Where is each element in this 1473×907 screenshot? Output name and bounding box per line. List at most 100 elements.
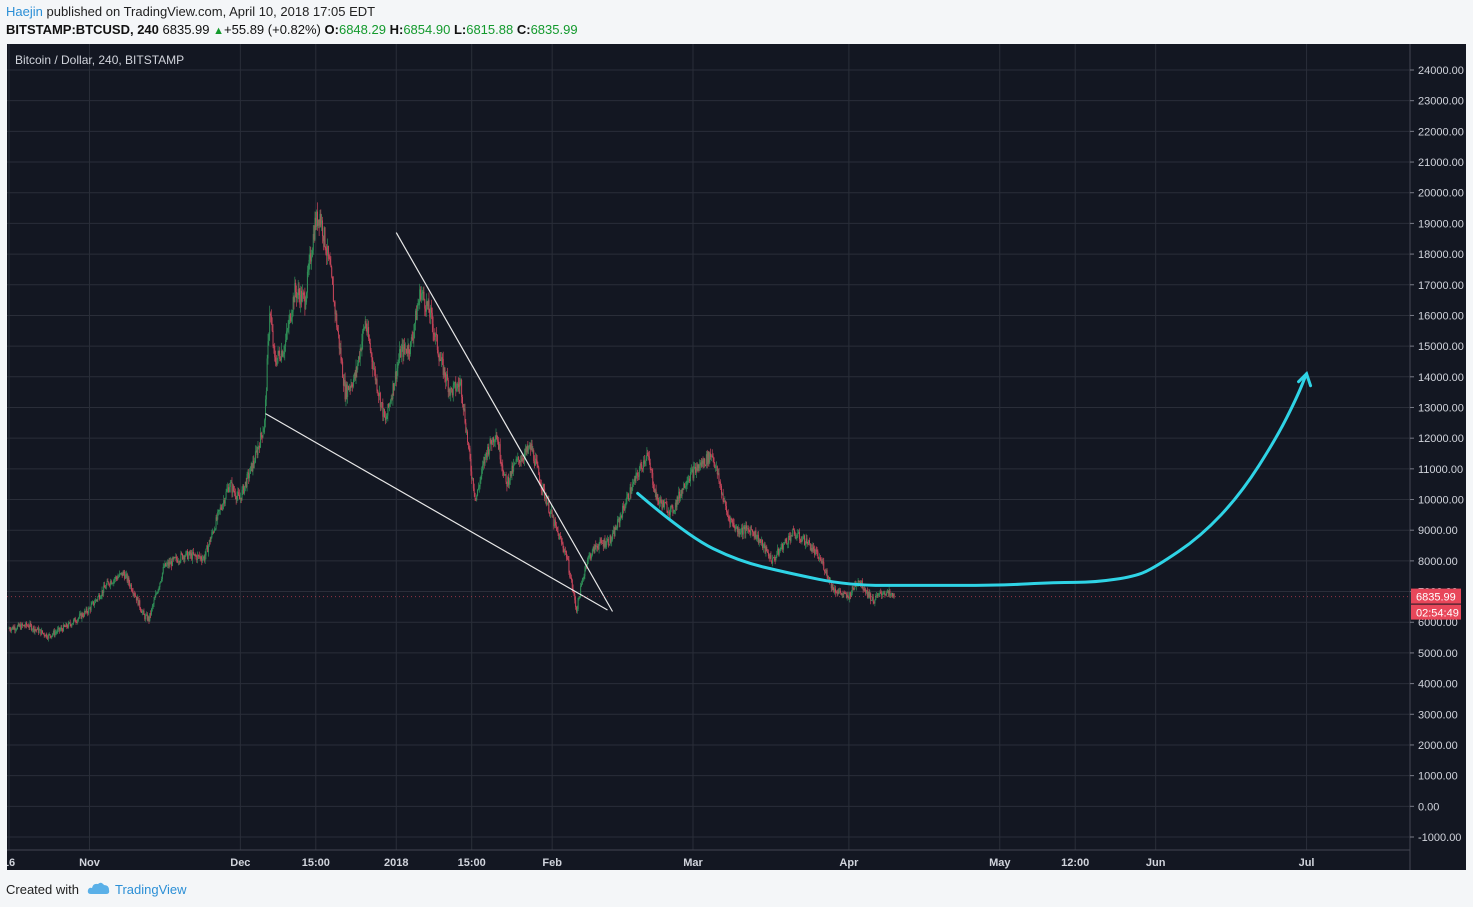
candle-body xyxy=(823,561,825,570)
candle-body xyxy=(566,557,568,560)
candle-body xyxy=(192,552,194,555)
candle-body xyxy=(327,245,329,256)
candle-body xyxy=(149,613,151,621)
author-link[interactable]: Haejin xyxy=(6,4,43,19)
candle-body xyxy=(18,623,20,627)
candle-body xyxy=(371,353,373,362)
candle-body xyxy=(722,493,724,502)
candle-body xyxy=(562,543,564,549)
candle-body xyxy=(731,519,733,523)
y-tick-label: 24000.00 xyxy=(1418,65,1464,77)
candle-body xyxy=(704,458,706,466)
candle-body xyxy=(556,527,558,532)
candle-body xyxy=(433,333,435,335)
candle-body xyxy=(101,590,103,596)
candle-body xyxy=(710,453,712,458)
candle-body xyxy=(814,550,816,555)
candle-body xyxy=(109,581,111,586)
candle-body xyxy=(220,507,222,509)
candle-body xyxy=(474,492,476,499)
candle-body xyxy=(549,511,551,514)
candle-body xyxy=(311,250,313,257)
candle-body xyxy=(656,494,658,500)
candle-body xyxy=(443,367,445,376)
candle-body xyxy=(676,497,678,508)
candle-body xyxy=(240,497,242,500)
candle-body xyxy=(429,312,431,318)
candle-body xyxy=(434,334,436,337)
candle-body xyxy=(283,352,285,354)
candle-body xyxy=(293,297,295,303)
candle-body xyxy=(363,327,365,329)
candle-body xyxy=(410,337,412,342)
candle-body xyxy=(455,381,457,391)
y-tick-label: 1000.00 xyxy=(1418,771,1458,783)
candle-body xyxy=(621,516,623,518)
candle-body xyxy=(712,455,714,458)
candle-body xyxy=(460,379,462,383)
candle-body xyxy=(547,500,549,504)
candle-body xyxy=(660,498,662,503)
candle-body xyxy=(296,293,298,299)
candle-body xyxy=(73,619,75,624)
candle-body xyxy=(811,548,813,552)
candle-body xyxy=(628,499,630,500)
symbol-label[interactable]: BITSTAMP:BTCUSD, 240 xyxy=(6,22,159,37)
price-chart[interactable]: Bitcoin / Dollar, 240, BITSTAMP 24000.00… xyxy=(7,44,1466,870)
candle-body xyxy=(211,532,213,538)
y-tick-label: 10000.00 xyxy=(1418,495,1464,507)
candle-body xyxy=(202,556,204,559)
candle-body xyxy=(313,233,315,240)
candle-body xyxy=(26,625,28,627)
candle-body xyxy=(581,583,583,586)
candle-body xyxy=(760,541,762,543)
candle-body xyxy=(322,236,324,242)
candle-body xyxy=(367,327,369,333)
candle-body xyxy=(618,518,620,523)
candle-body xyxy=(784,539,786,543)
candle-body xyxy=(117,577,119,580)
tradingview-link[interactable]: TradingView xyxy=(114,882,187,897)
candle-body xyxy=(514,463,516,465)
candle-body xyxy=(47,637,49,639)
candle-body xyxy=(664,502,666,504)
candle-body xyxy=(239,494,241,500)
candle-body xyxy=(379,392,381,407)
x-tick-label: Nov xyxy=(79,857,101,869)
candle-body xyxy=(539,474,541,483)
candle-body xyxy=(312,233,314,251)
candle-body xyxy=(361,341,363,351)
candle-body xyxy=(701,460,703,467)
candle-body xyxy=(339,348,341,349)
candle-body xyxy=(818,558,820,560)
candle-body xyxy=(698,464,700,469)
candle-body xyxy=(53,630,55,636)
candle-body xyxy=(328,256,330,259)
candle-body xyxy=(140,607,142,611)
candle-body xyxy=(854,584,856,589)
candle-body xyxy=(329,258,331,265)
candle-body xyxy=(378,392,380,397)
candle-body xyxy=(282,353,284,357)
candle-body xyxy=(756,538,758,540)
candle-body xyxy=(262,432,264,438)
candle-body xyxy=(498,444,500,450)
candle-body xyxy=(337,327,339,331)
candle-body xyxy=(738,528,740,534)
candle-body xyxy=(561,542,563,544)
high-label: H: xyxy=(389,22,404,37)
candle-body xyxy=(111,583,113,585)
candle-body xyxy=(612,533,614,540)
chart-header: Haejin published on TradingView.com, Apr… xyxy=(0,0,1473,44)
candle-body xyxy=(364,321,366,328)
candle-body xyxy=(762,539,764,549)
candle-body xyxy=(518,456,520,461)
candle-body xyxy=(385,419,387,421)
candle-body xyxy=(487,446,489,458)
candle-body xyxy=(341,360,343,362)
candle-body xyxy=(444,367,446,378)
candle-body xyxy=(331,267,333,277)
time-axis[interactable]: 16 Nov Dec 15:00 2018 15:00 Feb Mar Apr May 12:00 J… xyxy=(7,857,1315,869)
candle-body xyxy=(456,388,458,391)
candle-body xyxy=(259,432,261,448)
